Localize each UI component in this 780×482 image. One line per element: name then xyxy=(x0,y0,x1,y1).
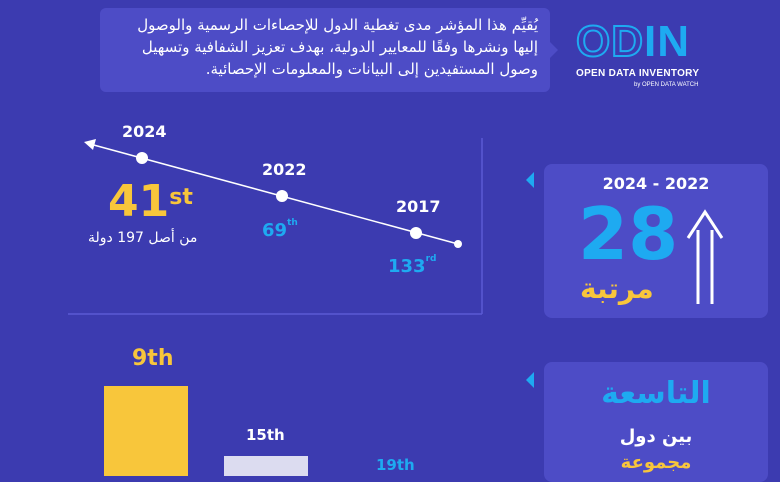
rank-2024-suffix: st xyxy=(169,184,193,210)
improvement-value: 28 xyxy=(578,192,679,276)
bottom-card-pointer xyxy=(526,372,534,388)
description-box: يُقيِّم هذا المؤشر مدى تغطية الدول للإحص… xyxy=(100,8,550,92)
description-pointer xyxy=(550,42,558,58)
odin-logo-subtitle: OPEN DATA INVENTORY xyxy=(576,68,700,79)
timeline-line xyxy=(89,143,459,245)
year-2024: 2024 xyxy=(122,122,167,141)
rank-2024-note: من أصل 197 دولة xyxy=(88,230,198,246)
improvement-unit: مرتبة xyxy=(580,272,654,305)
rank-2024: 41st xyxy=(108,180,193,224)
bar-label-19th-text: 19th xyxy=(376,456,415,474)
bar-9th xyxy=(104,386,188,476)
bar-15th xyxy=(224,456,308,476)
bar-label-9th: 9th xyxy=(132,346,174,371)
ranking-line1: بين دول xyxy=(619,426,693,447)
bar-label-19th: 19th xyxy=(376,456,415,474)
rank-2017-suffix: rd xyxy=(425,254,437,265)
odin-logo: ODIN OPEN DATA INVENTORY by OPEN DATA WA… xyxy=(546,6,768,94)
odin-logo-text: ODIN xyxy=(575,17,690,66)
bar-label-15th-text: 15th xyxy=(246,426,285,444)
ranking-title: التاسعة xyxy=(601,376,711,411)
rank-2022: 69th xyxy=(262,218,298,241)
rank-2022-suffix: th xyxy=(287,218,298,229)
odin-logo-by: by OPEN DATA WATCH xyxy=(634,82,699,88)
timeline-end-dot xyxy=(454,240,462,248)
improvement-card: 2024 - 2022 28 مرتبة xyxy=(544,164,768,318)
rank-2022-value: 69 xyxy=(262,220,288,241)
year-2022: 2022 xyxy=(262,160,307,179)
up-arrow-icon xyxy=(686,209,724,304)
rank-card-pointer xyxy=(526,172,534,188)
timeline-point-2024 xyxy=(136,152,148,164)
rank-2017: 133rd xyxy=(388,254,437,277)
year-2017: 2017 xyxy=(396,197,441,216)
bar-label-9th-text: 9th xyxy=(132,346,174,371)
ranking-group-card: التاسعة بين دول مجموعة xyxy=(544,362,768,482)
ranking-line2: مجموعة xyxy=(620,452,692,473)
rank-2024-value: 41 xyxy=(108,176,170,227)
timeline-arrowhead xyxy=(84,139,96,150)
rank-2017-value: 133 xyxy=(388,256,426,277)
timeline-graphic xyxy=(68,138,483,315)
description-text: يُقيِّم هذا المؤشر مدى تغطية الدول للإحص… xyxy=(137,16,538,78)
odin-logo-od: OD xyxy=(575,17,644,66)
improvement-period: 2024 - 2022 xyxy=(602,174,710,193)
timeline-point-2022 xyxy=(276,190,288,202)
odin-logo-in: IN xyxy=(644,17,690,66)
timeline-point-2017 xyxy=(410,227,422,239)
bar-label-15th: 15th xyxy=(246,426,285,444)
